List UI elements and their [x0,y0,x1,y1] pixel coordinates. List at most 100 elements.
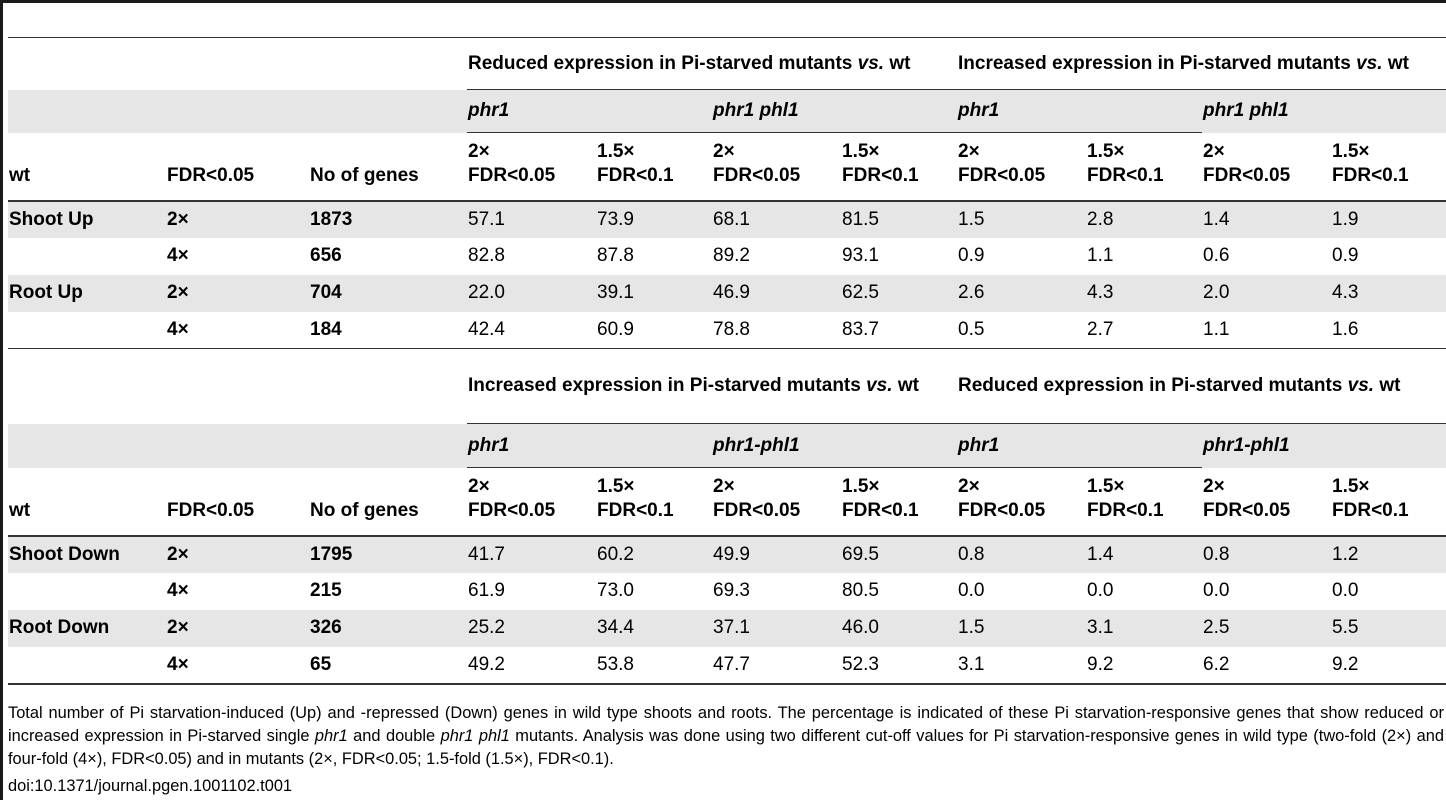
data-table: Reduced expression in Pi-starved mutants… [8,37,1446,685]
row-label [8,312,166,349]
table-cell-value: 62.5 [841,274,958,312]
header-fdr01: FDR<0.1 [842,499,919,521]
table-caption: Total number of Pi starvation-induced (U… [8,702,1444,771]
table-cell-value: 1.5 [957,609,1087,647]
mutant-header: phr1-phl1 [1202,423,1446,468]
header-fdr01: FDR<0.1 [1332,499,1409,521]
header-15x: 1.5× [842,140,880,162]
table-cell-value: 69.3 [713,580,750,601]
mutant-header: phr1 [467,89,713,133]
row-gene-count: 184 [310,318,342,340]
table-cell-value: 46.0 [841,609,958,647]
table-cell-value: 5.5 [1331,609,1446,647]
table-cell-value: 37.1 [712,609,842,647]
header-fdr01: FDR<0.1 [597,164,674,186]
row-fdr: 2× [166,535,309,573]
caption-text-3: mutants. Analysis was done using two dif… [8,727,1444,768]
table-cell-value: 1.6 [1332,318,1359,340]
empty-cell [8,37,468,90]
column-header-2x: 2× FDR<0.05 [1202,467,1332,537]
table-cell-value: 81.5 [841,200,958,238]
table-cell-value: 78.8 [713,318,750,340]
column-header-15x: 1.5× FDR<0.1 [1331,132,1446,202]
row-fdr: 4× [167,318,189,340]
row-gene-count: 1873 [309,200,468,238]
table-cell-value: 1.1 [1087,245,1114,266]
group-right-tail: wt [1379,375,1401,396]
table-cell-value: 4.3 [1086,274,1203,312]
table-cell-value: 49.2 [467,646,597,685]
table-cell-value: 0.9 [1332,245,1359,266]
table-cell-value: 0.8 [1202,535,1332,573]
mutant-header: phr1-phl1 [712,423,958,468]
table-cell-value: 0.0 [1203,580,1230,601]
header-fdr005: FDR<0.05 [468,499,556,521]
table-cell-value: 52.3 [841,646,958,685]
row-label [8,646,166,685]
header-fdr01: FDR<0.1 [1332,164,1409,186]
group-left-text: Reduced expression in Pi-starved mutants [468,52,853,74]
table-cell-value: 2.5 [1202,609,1332,647]
caption-italic-1: phr1 [314,727,348,745]
column-header-15x: 1.5× FDR<0.1 [596,467,713,537]
table-cell-value: 60.2 [596,535,713,573]
table-cell-value: 9.2 [1331,646,1446,685]
header-2x: 2× [958,140,980,162]
table-cell-value: 53.8 [596,646,713,685]
table-cell-value: 80.5 [842,580,879,601]
header-15x: 1.5× [597,140,635,162]
group-header-right: Increased expression in Pi-starved mutan… [957,37,1446,90]
header-15x: 1.5× [1332,475,1370,497]
table-cell-value: 4.3 [1331,274,1446,312]
table-cell-value: 0.9 [958,245,985,266]
table-cell-value: 39.1 [596,274,713,312]
column-header-fdr: FDR<0.05 [166,467,309,537]
group-right-text: Reduced expression in Pi-starved mutants [958,375,1343,396]
row-fdr: 2× [166,274,309,312]
header-2x: 2× [958,475,980,497]
column-header-fdr: FDR<0.05 [166,132,309,202]
table-cell-value: 34.4 [596,609,713,647]
row-gene-count: 65 [309,646,468,685]
group-left-text: Increased expression in Pi-starved mutan… [468,375,861,396]
column-header-2x: 2× FDR<0.05 [712,132,842,202]
mutant-header: phr1 phl1 [1202,89,1446,133]
table-cell-value: 1.4 [1202,200,1332,238]
row-label: Root Down [8,609,166,647]
header-15x: 1.5× [1332,140,1370,162]
doi-line: doi:10.1371/journal.pgen.1001102.t001 [8,777,293,795]
empty-cell [8,423,468,468]
row-label: Root Up [8,274,166,312]
column-header-2x: 2× FDR<0.05 [712,467,842,537]
column-header-wt: wt [8,467,166,537]
header-fdr005: FDR<0.05 [958,499,1046,521]
header-fdr005: FDR<0.05 [958,164,1046,186]
column-header-15x: 1.5× FDR<0.1 [596,132,713,202]
table-cell-value: 89.2 [713,245,750,266]
header-2x: 2× [713,140,735,162]
table-cell-value: 2.8 [1086,200,1203,238]
row-gene-count: 215 [310,580,342,601]
caption-text-2: and double [347,727,441,745]
mutant-header: phr1 [467,423,713,468]
row-fdr: 4× [167,245,189,266]
table-cell-value: 87.8 [597,245,634,266]
group-right-vs: vs. [1356,52,1383,74]
table-cell-value: 83.7 [842,318,879,340]
row-gene-count: 656 [310,245,342,266]
group-header-right: Reduced expression in Pi-starved mutants… [957,348,1446,424]
group-right-tail: wt [1387,52,1409,74]
caption-text-1: Total number of Pi starvation-induced (U… [8,704,1444,745]
column-header-15x: 1.5× FDR<0.1 [1331,467,1446,537]
mutant-header: phr1 [957,89,1203,133]
table-cell-value: 2.7 [1087,318,1114,340]
empty-cell [8,89,468,133]
row-fdr: 4× [167,580,189,601]
table-cell-value: 3.1 [957,646,1087,685]
table-cell-value: 1.9 [1331,200,1446,238]
header-15x: 1.5× [1087,475,1125,497]
table-cell-value: 60.9 [597,318,634,340]
column-header-15x: 1.5× FDR<0.1 [841,467,958,537]
table-cell-value: 3.1 [1086,609,1203,647]
header-fdr01: FDR<0.1 [842,164,919,186]
